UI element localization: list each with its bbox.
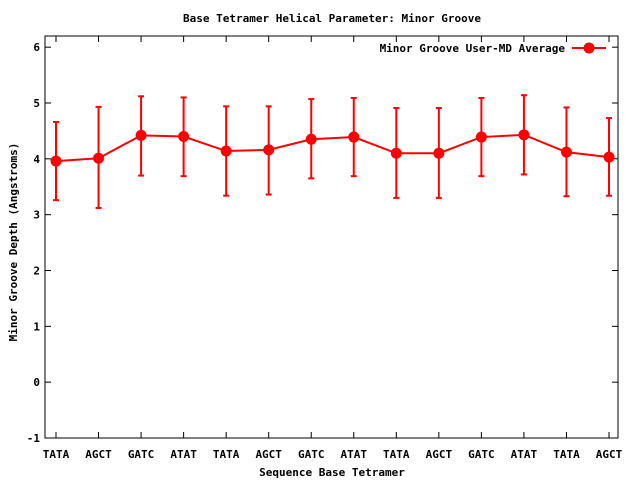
y-tick-label: 5: [33, 97, 40, 110]
legend-label: Minor Groove User-MD Average: [380, 42, 566, 55]
x-tick-label: TATA: [553, 448, 580, 461]
series-layer: [50, 94, 615, 209]
data-point: [348, 131, 360, 143]
data-point: [220, 145, 232, 157]
chart-title: Base Tetramer Helical Parameter: Minor G…: [183, 12, 481, 25]
plot-frame: [44, 35, 619, 439]
data-point: [475, 131, 487, 143]
y-tick-label: -1: [27, 432, 41, 445]
data-point: [178, 131, 190, 142]
x-tick-label: AGCT: [426, 448, 453, 461]
x-tick-label: GATC: [128, 448, 155, 461]
x-tick-label: AGCT: [255, 448, 282, 461]
series-line: [55, 133, 610, 163]
y-tick-label: 6: [33, 41, 40, 54]
y-tick-label: 0: [33, 376, 40, 389]
x-tick-label: AGCT: [85, 448, 112, 461]
y-axis-label: Minor Groove Depth (Angstroms): [7, 143, 20, 342]
x-tick-label: AGCT: [596, 448, 623, 461]
x-tick-label: GATC: [468, 448, 495, 461]
data-point: [560, 146, 572, 158]
data-point: [603, 151, 615, 163]
data-point: [93, 152, 105, 164]
axes: [44, 35, 619, 439]
tick-labels: -1 0 1 2 3 4 5 6 TATA AGCT GATC ATAT TATA AGCT GATC ATA…: [27, 41, 623, 461]
y-tick-label: 2: [33, 265, 40, 278]
y-tick-label: 4: [33, 153, 40, 166]
x-tick-label: ATAT: [170, 448, 197, 461]
x-tick-label: GATC: [298, 448, 325, 461]
y-tick-label: 3: [33, 209, 40, 222]
data-point: [433, 147, 445, 159]
y-tick-label: 1: [33, 320, 40, 333]
data-point: [263, 144, 275, 156]
x-tick-label: TATA: [43, 448, 70, 461]
data-point: [135, 129, 147, 141]
x-tick-label: TATA: [383, 448, 410, 461]
data-point: [518, 129, 530, 141]
data-point: [305, 133, 317, 145]
x-axis-label: Sequence Base Tetramer: [259, 466, 405, 479]
x-tick-label: ATAT: [511, 448, 538, 461]
data-point: [50, 155, 62, 167]
data-point: [390, 147, 402, 159]
x-tick-label: TATA: [213, 448, 240, 461]
legend: Minor Groove User-MD Average: [380, 42, 606, 55]
x-tick-label: ATAT: [341, 448, 368, 461]
legend-marker: [583, 42, 595, 54]
